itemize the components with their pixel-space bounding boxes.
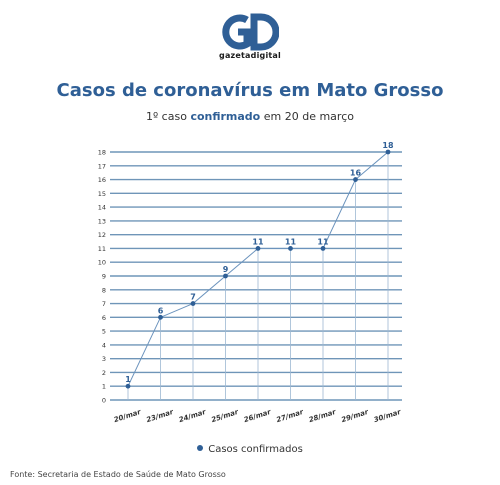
x-tick-label: 25/mar (210, 408, 239, 424)
x-tick-label: 24/mar (178, 408, 207, 424)
legend: Casos confirmados (0, 444, 500, 455)
gazeta-digital-logo-icon (222, 13, 279, 51)
y-tick-label: 11 (98, 245, 106, 253)
x-tick-label: 26/mar (243, 408, 272, 424)
chart-title: Casos de coronavírus em Mato Grosso (56, 80, 444, 101)
y-tick-label: 15 (98, 190, 106, 198)
x-tick-label: 20/mar (113, 408, 142, 424)
x-tick-label: 29/mar (340, 408, 369, 424)
data-point (385, 149, 391, 155)
y-tick-label: 3 (102, 355, 106, 363)
subtitle-highlight: confirmado (190, 110, 261, 123)
y-tick-label: 14 (98, 204, 106, 212)
y-tick-label: 4 (102, 341, 106, 349)
y-tick-label: 12 (98, 231, 106, 239)
subtitle-prefix: 1º caso (146, 110, 191, 123)
y-tick-label: 1 (102, 383, 106, 391)
data-point (255, 246, 261, 251)
y-tick-label: 8 (102, 286, 106, 294)
data-point (223, 273, 228, 279)
x-tick-label: 28/mar (308, 408, 337, 424)
y-tick-label: 18 (98, 149, 106, 157)
legend-label: Casos confirmados (208, 444, 303, 455)
chart-subtitle: 1º caso confirmado em 20 de março (0, 110, 500, 123)
data-point (320, 246, 326, 251)
data-point (190, 301, 196, 306)
y-tick-label: 6 (102, 314, 106, 322)
data-point (353, 177, 358, 182)
data-point (125, 383, 131, 389)
data-label: 9 (223, 265, 229, 274)
logo: gazetadigital (0, 12, 500, 62)
x-tick-label: 30/mar (373, 408, 402, 424)
x-tick-label: 27/mar (275, 408, 304, 424)
data-label: 6 (158, 306, 164, 315)
legend-marker (197, 445, 204, 451)
y-tick-label: 10 (98, 259, 106, 267)
source-note: Fonte: Secretaria de Estado de Saúde de … (10, 470, 226, 479)
data-label: 11 (285, 237, 297, 246)
data-point (288, 246, 293, 251)
y-tick-label: 13 (98, 217, 106, 225)
data-label: 1 (125, 375, 131, 384)
logo-text: gazetadigital (219, 51, 281, 60)
data-label: 18 (382, 141, 394, 150)
data-point (158, 314, 163, 320)
data-label: 7 (190, 293, 196, 302)
y-tick-label: 17 (98, 162, 106, 170)
subtitle-suffix: em 20 de março (260, 110, 354, 123)
data-label: 16 (350, 169, 362, 178)
y-tick-label: 5 (102, 328, 106, 336)
y-tick-label: 16 (98, 176, 106, 184)
x-tick-label: 23/mar (145, 408, 174, 424)
y-tick-label: 7 (102, 300, 106, 308)
y-tick-label: 9 (102, 273, 106, 281)
data-label: 11 (252, 237, 264, 246)
y-tick-label: 0 (102, 397, 106, 405)
data-label: 11 (317, 237, 329, 246)
y-tick-label: 2 (102, 369, 106, 377)
